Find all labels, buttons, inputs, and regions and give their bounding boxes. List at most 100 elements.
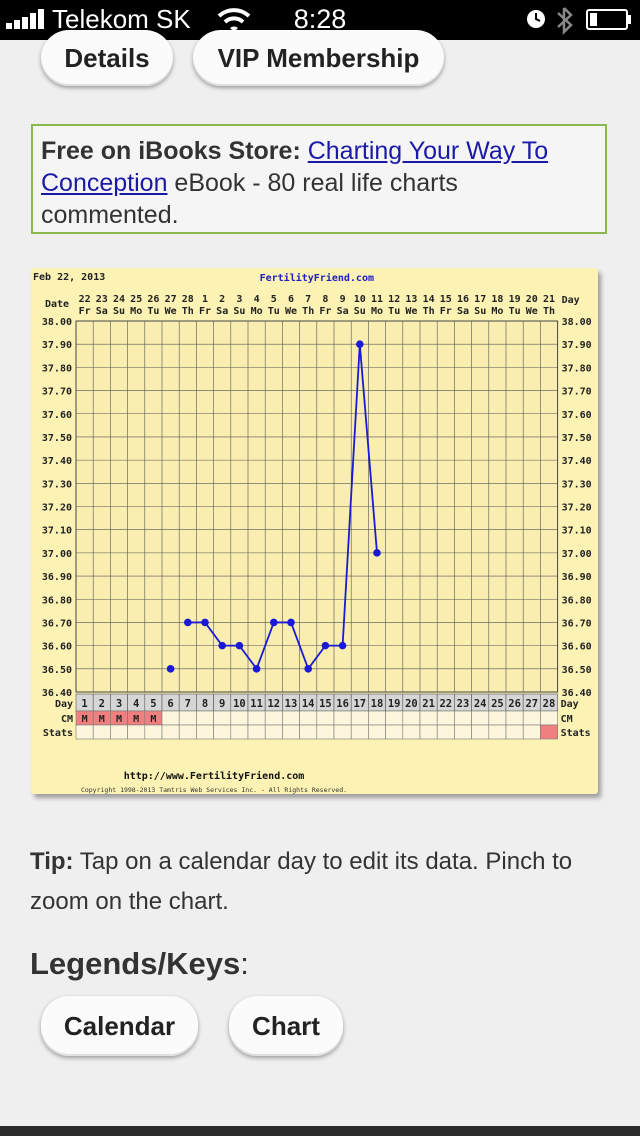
date-label: 19 — [509, 294, 521, 305]
y-tick-label-left: 37.40 — [42, 456, 72, 467]
date-label: 17 — [474, 294, 486, 305]
temperature-point — [304, 665, 313, 673]
stats-cell — [385, 724, 404, 740]
cm-cell — [161, 710, 180, 726]
date-label: 9 — [340, 294, 346, 305]
cm-cell — [522, 710, 541, 726]
cycle-day-label: 9 — [219, 698, 225, 710]
cycle-day-label: 1 — [81, 698, 87, 710]
chart-legend-label: Chart — [252, 1011, 320, 1041]
y-tick-label-left: 36.90 — [42, 572, 72, 583]
temperature-line-segment — [255, 622, 275, 670]
stats-cell — [230, 724, 249, 740]
date-label: 15 — [440, 294, 452, 305]
y-tick-label-left: 37.20 — [42, 503, 72, 514]
weekday-label: Th — [302, 306, 314, 317]
cycle-day-label: 17 — [353, 698, 366, 710]
y-tick-label-right: 37.10 — [562, 526, 592, 537]
details-button[interactable]: Details — [41, 30, 173, 86]
cm-cell — [316, 710, 335, 726]
stats-cell — [282, 724, 300, 740]
y-tick-label-right: 36.40 — [562, 688, 592, 699]
stats-cell — [110, 724, 128, 740]
date-label: 4 — [254, 294, 260, 305]
date-label: 11 — [371, 294, 383, 305]
legends-heading: Legends/Keys: — [30, 946, 249, 982]
weekday-label: We — [165, 306, 177, 317]
temperature-point — [356, 340, 364, 348]
tip-text: Tip: Tap on a calendar day to edit its d… — [30, 842, 610, 922]
cycle-day-label: 16 — [336, 698, 349, 710]
y-tick-label-right: 37.70 — [562, 387, 592, 398]
cm-cell — [282, 710, 300, 726]
vip-membership-button[interactable]: VIP Membership — [193, 30, 444, 86]
weekday-label: Tu — [147, 306, 159, 317]
stats-cell — [144, 724, 163, 740]
stats-cell — [402, 724, 421, 740]
stats-cell — [92, 724, 111, 740]
stats-cell — [333, 724, 352, 740]
cycle-day-label: 15 — [319, 698, 332, 710]
chart-date-text: Feb 22, 2013 — [33, 272, 105, 283]
y-tick-label-right: 36.60 — [562, 642, 592, 653]
y-tick-label-left: 37.10 — [42, 526, 72, 537]
cm-cell — [540, 710, 558, 726]
cm-value: M — [82, 714, 88, 725]
stats-cell — [178, 724, 197, 740]
y-tick-label-left: 37.30 — [42, 479, 72, 490]
cm-value: M — [150, 714, 156, 725]
weekday-label: We — [405, 306, 417, 317]
cycle-day-label: 23 — [457, 698, 470, 710]
calendar-legend-button[interactable]: Calendar — [41, 996, 198, 1056]
y-tick-label-right: 38.00 — [562, 317, 592, 328]
ibooks-promo-box: Free on iBooks Store: Charting Your Way … — [31, 124, 607, 234]
cycle-day-label: 12 — [267, 698, 280, 710]
cm-cell — [402, 710, 421, 726]
chart-copyright: Copyright 1998-2013 Tamtris Web Services… — [81, 786, 347, 794]
cycle-day-label: 14 — [302, 698, 315, 710]
bbt-chart[interactable]: Feb 22, 2013 FertilityFriend.com Date Day 22… — [31, 268, 598, 794]
cycle-day-label: 3 — [116, 698, 122, 710]
stats-cell — [350, 724, 369, 740]
weekday-label: Mo — [371, 306, 383, 317]
weekday-label: Sa — [337, 306, 349, 317]
cm-cell — [333, 710, 352, 726]
y-tick-label-right: 37.60 — [562, 410, 592, 421]
cm-cell — [385, 710, 404, 726]
cycle-day-label: 19 — [388, 698, 401, 710]
cycle-day-label: 13 — [285, 698, 298, 710]
ebook-link[interactable]: Charting Your Way To Conception — [41, 137, 549, 197]
stats-cell — [316, 724, 335, 740]
weekday-label: Su — [233, 306, 245, 317]
stats-cell — [454, 724, 472, 740]
y-tick-label-left: 37.90 — [42, 340, 72, 351]
temperature-point — [218, 641, 226, 650]
y-tick-label-right: 37.90 — [562, 340, 592, 351]
temperature-line-segment — [358, 344, 378, 553]
temperature-line-segment — [307, 645, 327, 670]
bottom-bar — [0, 1126, 640, 1136]
chart-legend-button[interactable]: Chart — [229, 996, 343, 1056]
y-tick-label-right: 36.50 — [562, 665, 592, 676]
y-tick-label-right: 37.80 — [562, 363, 592, 374]
weekday-label: Sa — [96, 306, 108, 317]
clock-icon — [527, 10, 545, 28]
cm-cell — [196, 710, 214, 726]
cm-row-label: CM — [61, 714, 73, 725]
cm-cell — [178, 710, 197, 726]
legends-title: Legends/Keys — [30, 946, 241, 981]
cycle-day-label: 20 — [405, 698, 418, 710]
day-header-label-right: Day — [562, 295, 580, 306]
cm-cell — [350, 710, 369, 726]
date-row-label: Date — [45, 299, 69, 310]
y-tick-label-left: 36.80 — [42, 595, 72, 606]
y-tick-label-right: 37.20 — [562, 503, 592, 514]
day-row-label-right: Day — [561, 699, 579, 710]
date-label: 16 — [457, 294, 469, 305]
y-tick-label-right: 37.40 — [562, 456, 592, 467]
cm-cell — [264, 710, 283, 726]
date-label: 20 — [526, 294, 538, 305]
y-tick-label-left: 37.60 — [42, 410, 72, 421]
weekday-label: Sa — [216, 306, 228, 317]
